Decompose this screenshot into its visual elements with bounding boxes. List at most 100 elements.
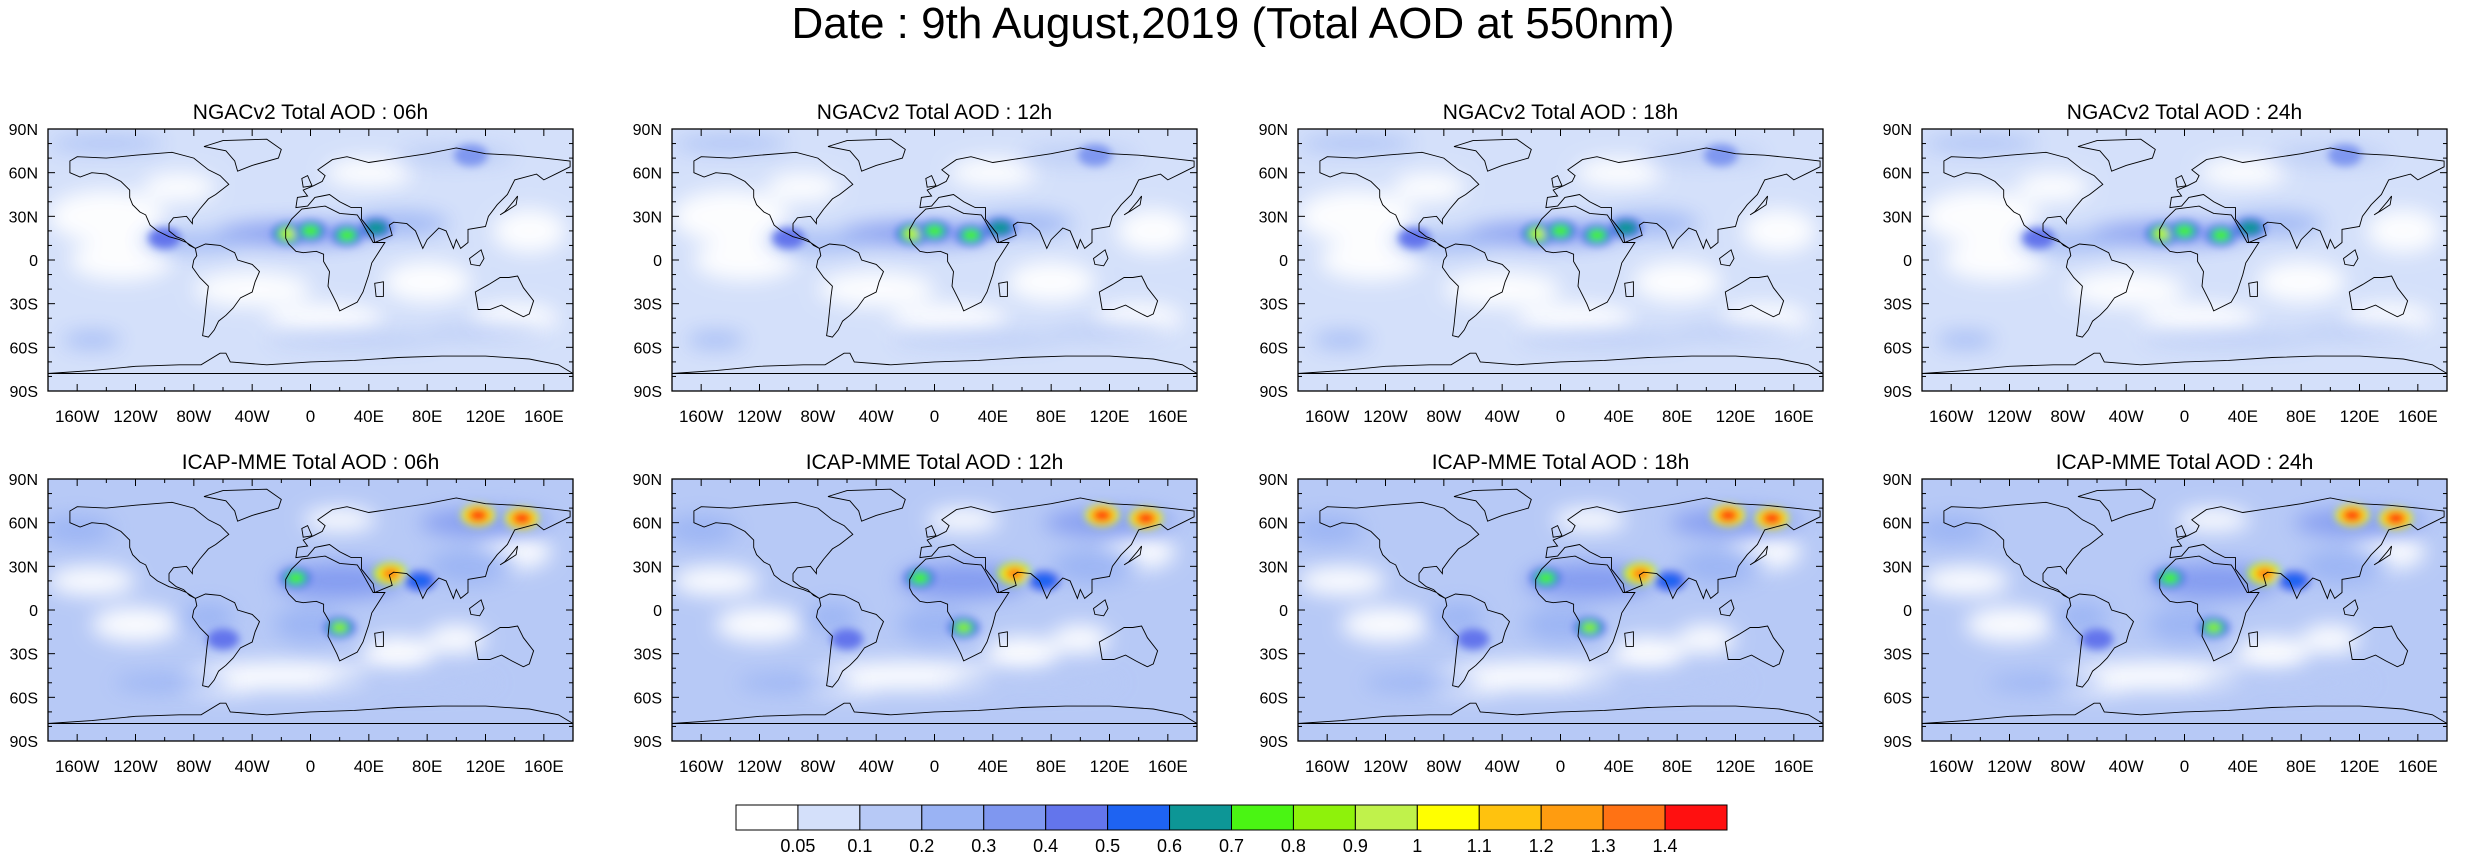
lat-tick-label: 30S [1884, 647, 1912, 664]
map-panels: NGACv2 Total AOD : 06h 160W 120W 80W 40W 0 40E… [9, 101, 2448, 776]
lat-tick-label: 90S [634, 734, 662, 751]
aod-field [672, 479, 1197, 741]
lon-tick-label: 80W [1426, 407, 1461, 426]
lat-tick-label: 30N [9, 559, 38, 576]
lon-tick-label: 120W [113, 407, 157, 426]
lon-tick-label: 80E [1036, 757, 1066, 776]
lat-tick-label: 60S [1884, 340, 1912, 357]
aod-field [1298, 479, 1823, 741]
lat-tick-label: 90N [9, 472, 38, 489]
coastlines [1922, 488, 2447, 724]
colorbar-label: 0.6 [1157, 836, 1182, 854]
lat-tick-label: 90S [1260, 384, 1288, 401]
lat-tick-label: 30S [1260, 647, 1288, 664]
lon-tick-label: 0 [930, 407, 939, 426]
lon-tick-label: 80E [2286, 407, 2316, 426]
lon-tick-label: 120W [737, 407, 781, 426]
lon-tick-label: 40E [1604, 757, 1634, 776]
lon-tick-label: 120W [1363, 757, 1407, 776]
colorbar-label: 0.2 [909, 836, 934, 854]
lon-tick-label: 120E [2340, 757, 2380, 776]
colorbar-label: 0.1 [847, 836, 872, 854]
lat-tick-label: 60S [1884, 690, 1912, 707]
lon-tick-label: 160W [1929, 407, 1973, 426]
coastlines [48, 488, 573, 724]
colorbar-swatch [1045, 804, 1109, 831]
lon-tick-label: 0 [930, 757, 939, 776]
lat-tick-label: 90N [1259, 472, 1288, 489]
lon-tick-label: 80W [176, 407, 211, 426]
lat-tick-label: 30S [634, 647, 662, 664]
lon-tick-label: 40W [859, 757, 894, 776]
lon-tick-label: 160W [1929, 757, 1973, 776]
lat-tick-label: 30N [1259, 559, 1288, 576]
lat-tick-label: 60N [633, 516, 662, 533]
lon-tick-label: 160W [679, 407, 723, 426]
lon-tick-label: 80W [1426, 757, 1461, 776]
lon-tick-label: 40W [859, 407, 894, 426]
colorbar-swatch [1478, 804, 1542, 831]
colorbar-label: 1.1 [1467, 836, 1492, 854]
map-panel: ICAP-MME Total AOD : 18h 160W 120W 80W 40W 0 4… [1259, 451, 1824, 776]
lat-tick-label: 90S [1884, 734, 1912, 751]
lon-tick-label: 40E [354, 757, 384, 776]
colorbar-swatch [1354, 804, 1418, 831]
coastlines [672, 138, 1197, 374]
lon-tick-label: 80E [412, 407, 442, 426]
colorbar-label: 1.2 [1529, 836, 1554, 854]
panel-title: NGACv2 Total AOD : 18h [1443, 101, 1678, 124]
colorbar-swatch [1664, 804, 1728, 831]
colorbar-label: 0.8 [1281, 836, 1306, 854]
lon-tick-label: 120E [1090, 757, 1130, 776]
lon-tick-label: 120E [466, 757, 506, 776]
lon-tick-label: 80E [412, 757, 442, 776]
lat-tick-label: 90S [1260, 734, 1288, 751]
map-panel: NGACv2 Total AOD : 24h 160W 120W 80W 40W 0 40E… [1883, 101, 2448, 426]
lon-tick-label: 40W [1485, 407, 1520, 426]
lon-tick-label: 160W [55, 757, 99, 776]
lat-tick-label: 60S [1260, 690, 1288, 707]
lat-tick-label: 30N [1259, 209, 1288, 226]
colorbar-swatch [1107, 804, 1171, 831]
lat-tick-label: 60N [1259, 166, 1288, 183]
lon-tick-label: 40E [978, 407, 1008, 426]
lon-tick-label: 40W [235, 757, 270, 776]
lat-tick-label: 90S [10, 734, 38, 751]
colorbar-label: 0.3 [971, 836, 996, 854]
colorbar-swatch [859, 804, 923, 831]
lat-tick-label: 90N [1883, 122, 1912, 139]
lon-tick-label: 40E [1604, 407, 1634, 426]
lon-tick-label: 160W [679, 757, 723, 776]
aod-field [1922, 479, 2447, 741]
colorbar-swatch [921, 804, 985, 831]
lat-tick-label: 30S [10, 297, 38, 314]
lat-tick-label: 30N [633, 209, 662, 226]
lon-tick-label: 160W [55, 407, 99, 426]
lon-tick-label: 160E [524, 407, 564, 426]
lat-tick-label: 90N [1883, 472, 1912, 489]
map-panel: NGACv2 Total AOD : 18h 160W 120W 80W 40W 0 40E… [1259, 101, 1824, 426]
lat-tick-label: 60N [633, 166, 662, 183]
lat-tick-label: 90N [633, 472, 662, 489]
lon-tick-label: 0 [2180, 757, 2189, 776]
colorbar-label: 0.7 [1219, 836, 1244, 854]
lon-tick-label: 160W [1305, 757, 1349, 776]
lat-tick-label: 0 [1279, 253, 1288, 270]
lon-tick-label: 0 [306, 757, 315, 776]
lat-tick-label: 30N [1883, 209, 1912, 226]
lon-tick-label: 120W [1987, 757, 2031, 776]
lat-tick-label: 30N [633, 559, 662, 576]
colorbar-swatch [1416, 804, 1480, 831]
lat-tick-label: 30S [634, 297, 662, 314]
lon-tick-label: 80E [1662, 757, 1692, 776]
lon-tick-label: 80W [800, 757, 835, 776]
lon-tick-label: 80W [800, 407, 835, 426]
colorbar-swatch [983, 804, 1047, 831]
colorbar-label: 1 [1412, 836, 1422, 854]
lat-tick-label: 60S [10, 690, 38, 707]
panel-title: ICAP-MME Total AOD : 18h [1432, 451, 1690, 474]
lon-tick-label: 80E [2286, 757, 2316, 776]
panel-title: NGACv2 Total AOD : 24h [2067, 101, 2302, 124]
lat-tick-label: 0 [29, 603, 38, 620]
